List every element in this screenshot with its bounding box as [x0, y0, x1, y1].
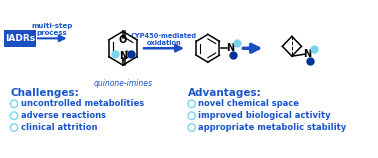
Text: N: N: [226, 43, 234, 53]
Text: uncontrolled metabolities: uncontrolled metabolities: [21, 99, 144, 108]
FancyBboxPatch shape: [4, 30, 36, 47]
Text: adverse reactions: adverse reactions: [21, 111, 106, 120]
Text: improved biological activity: improved biological activity: [198, 111, 331, 120]
Text: N: N: [303, 49, 311, 59]
Text: appropriate metabolic stability: appropriate metabolic stability: [198, 123, 347, 132]
Text: N: N: [119, 51, 127, 61]
Text: clinical attrition: clinical attrition: [21, 123, 97, 132]
Text: quinone-imines: quinone-imines: [93, 79, 152, 88]
Text: multi-step
process: multi-step process: [31, 23, 73, 36]
Text: Challenges:: Challenges:: [10, 88, 79, 98]
Text: novel chemical space: novel chemical space: [198, 99, 299, 108]
Text: +: +: [124, 49, 130, 55]
Text: Advantages:: Advantages:: [188, 88, 262, 98]
Text: IADRs: IADRs: [5, 34, 35, 43]
Text: CYP450-mediated
oxidation: CYP450-mediated oxidation: [131, 33, 197, 46]
Text: O: O: [119, 35, 127, 45]
